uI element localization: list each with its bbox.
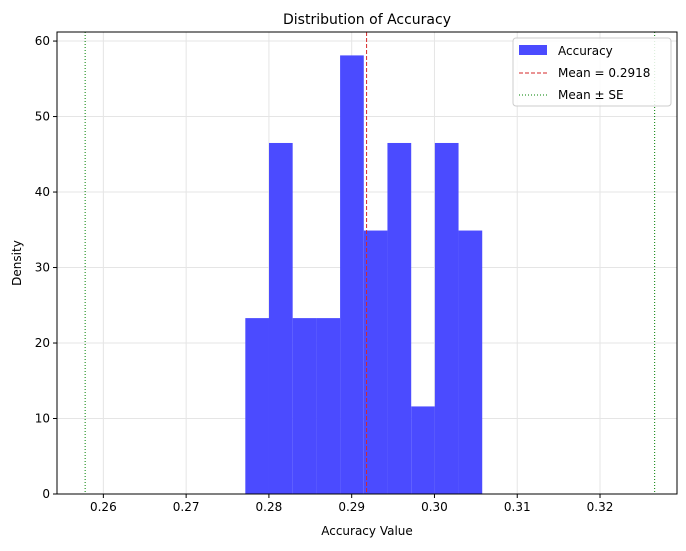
legend: Accuracy Mean = 0.2918 Mean ± SE [512,37,672,107]
y-tick-label: 40 [35,185,50,199]
x-tick-label: 0.28 [256,500,283,514]
histogram-bar [434,142,459,494]
x-tick-label: 0.30 [421,500,448,514]
plot-frame [56,31,678,495]
histogram-bar [245,318,269,494]
histogram-bar [363,230,388,494]
histogram-bar [340,55,364,494]
chart-title: Distribution of Accuracy [283,12,451,28]
legend-label-mean: Mean = 0.2918 [558,66,650,80]
histogram-bar [458,230,483,494]
y-tick-label: 0 [42,487,50,501]
y-tick-label: 20 [35,336,50,350]
x-tick-label: 0.27 [173,500,200,514]
histogram-bar [268,142,293,494]
y-tick-label: 50 [35,110,50,124]
x-tick-label: 0.26 [90,500,117,514]
legend-label-se: Mean ± SE [558,88,624,102]
x-tick-label: 0.29 [338,500,365,514]
legend-swatch-accuracy [519,45,547,55]
x-axis-label: Accuracy Value [321,524,413,538]
x-tick-label: 0.32 [587,500,614,514]
histogram-bar [411,406,435,494]
y-axis-label: Density [10,240,24,286]
x-tick-label: 0.31 [504,500,531,514]
histogram-bar [292,318,317,494]
y-tick-label: 60 [35,34,50,48]
legend-box [512,37,672,107]
y-tick-label: 30 [35,261,50,275]
y-tick-label: 10 [35,412,50,426]
histogram-bar [316,318,341,494]
legend-label-accuracy: Accuracy [558,44,613,58]
histogram-bar [387,142,412,494]
